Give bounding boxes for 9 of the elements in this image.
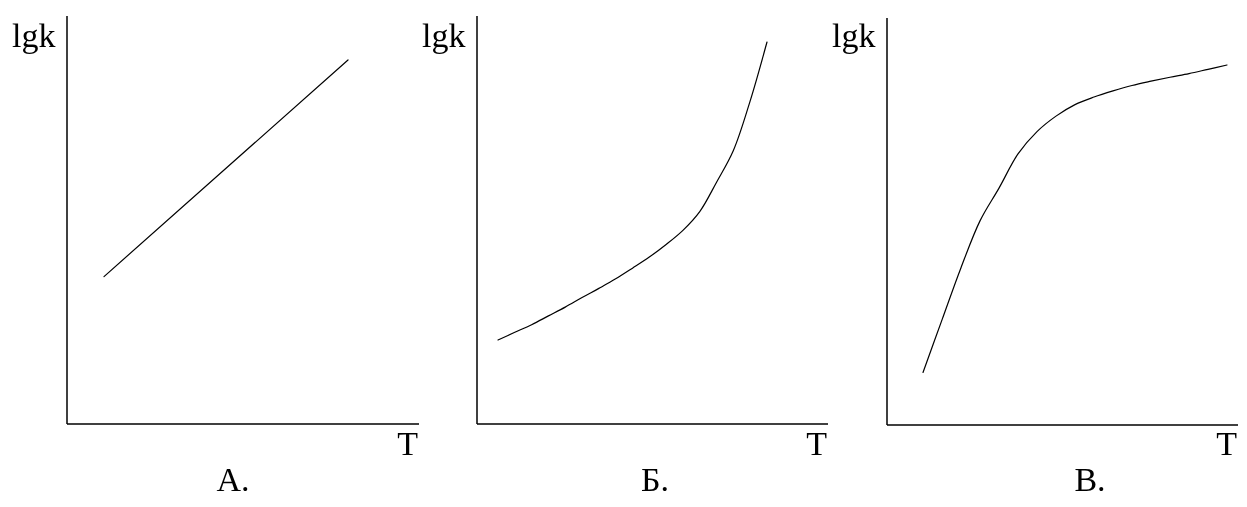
y-axis-title: lgk	[832, 17, 876, 54]
x-axis-title: T	[806, 425, 828, 462]
y-axis-title: lgk	[422, 17, 466, 54]
x-axis-title: T	[1216, 425, 1238, 462]
text: А.	[216, 461, 250, 498]
text: Б.	[640, 461, 670, 498]
text: В.	[1074, 461, 1106, 498]
y-axis-title: lgk	[12, 17, 56, 54]
x-axis-title: T	[397, 425, 419, 462]
